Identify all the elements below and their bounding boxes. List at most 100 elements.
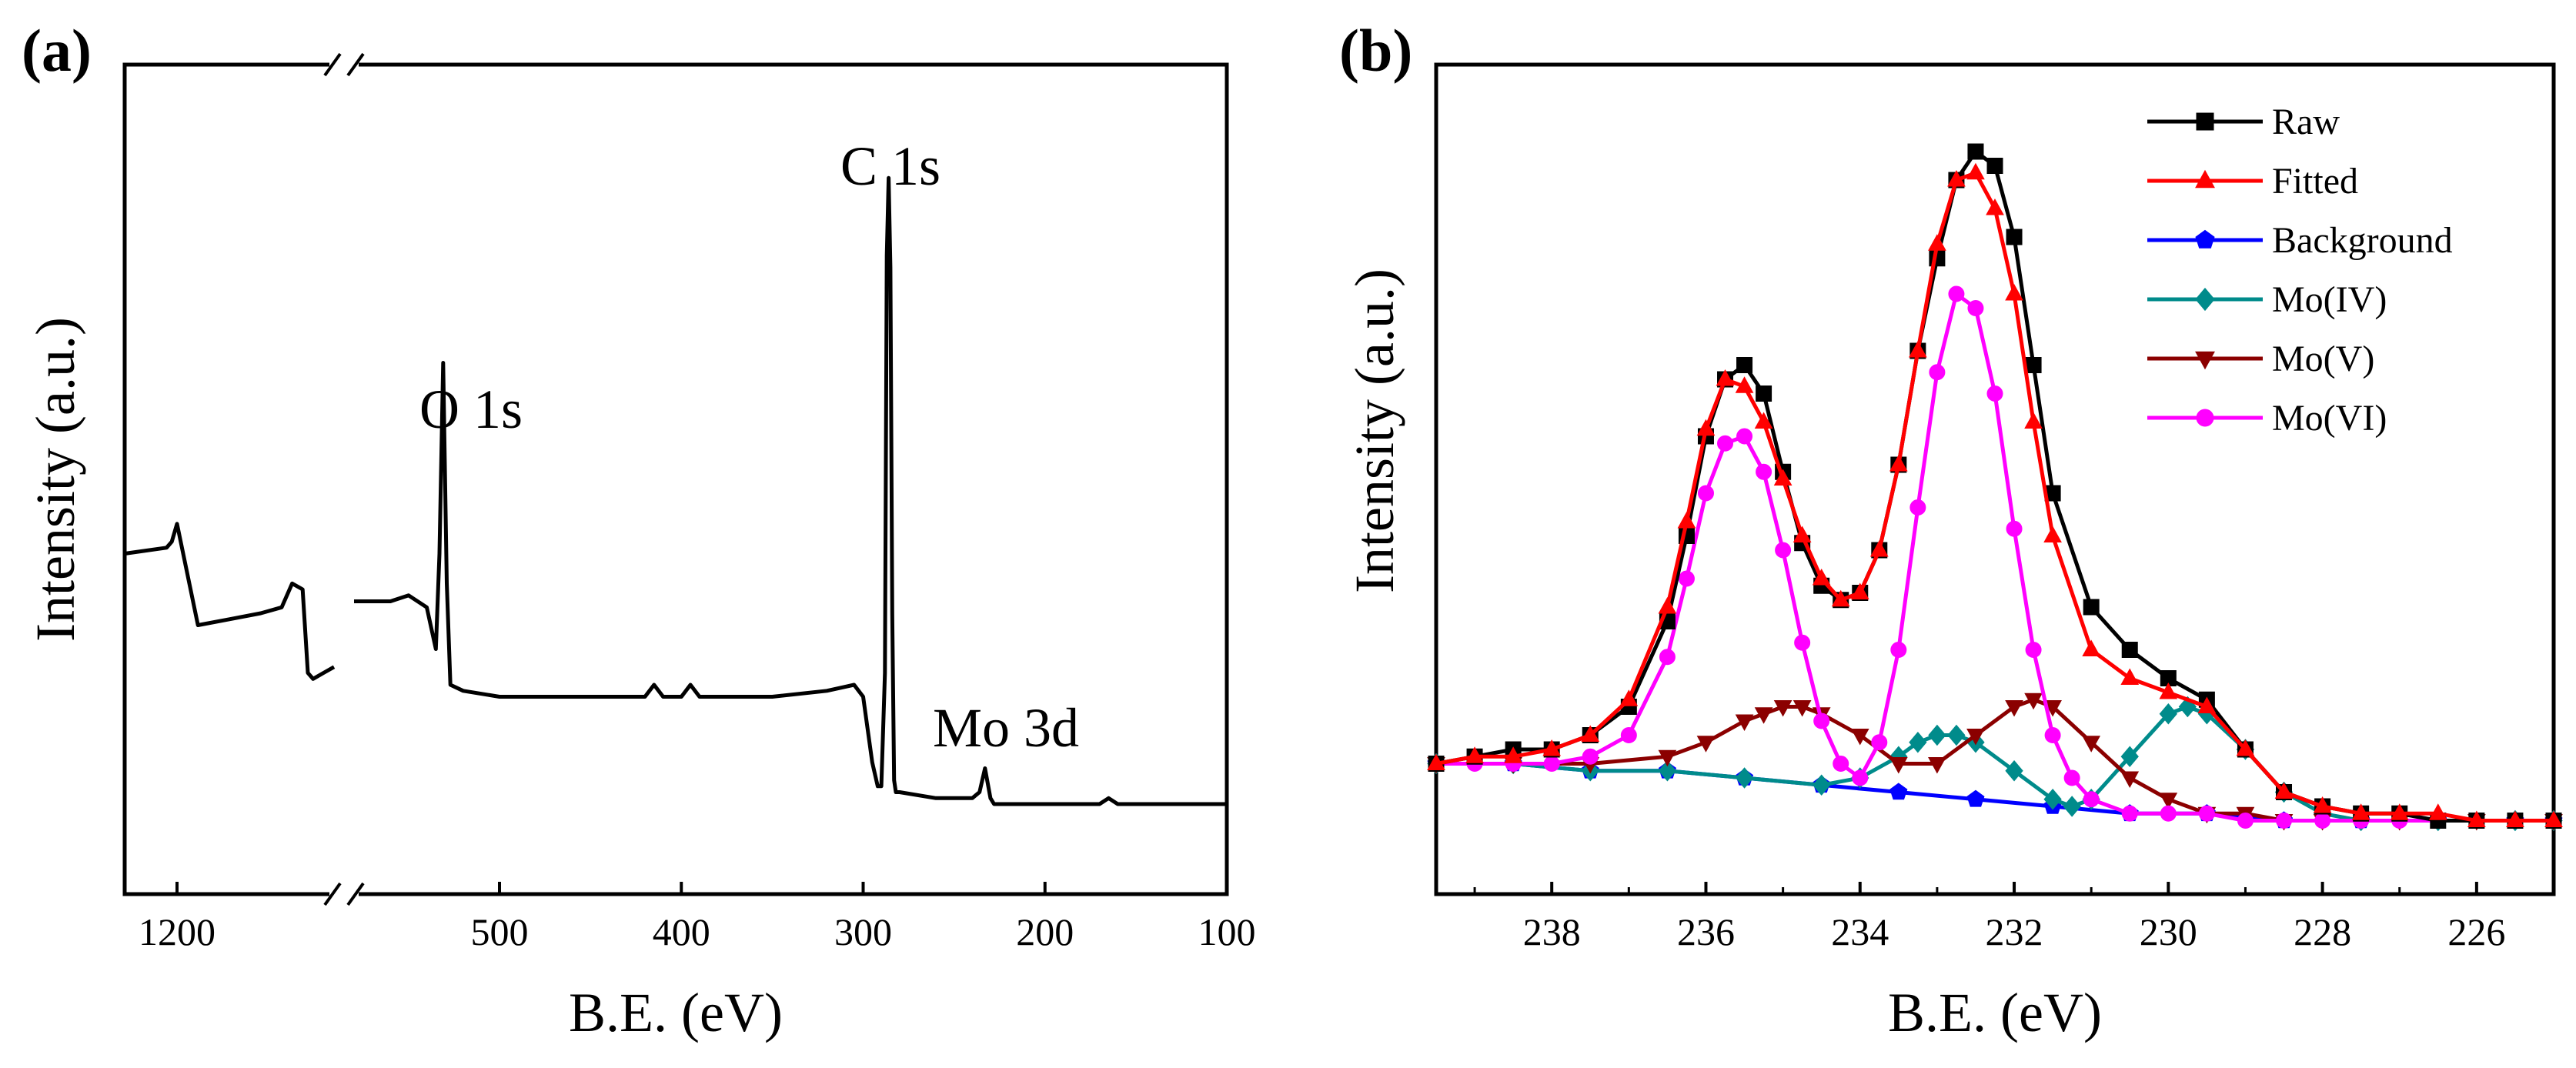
data-point-fitted (2428, 803, 2447, 820)
data-point-mo-iv (2043, 788, 2062, 810)
data-point-raw (1736, 357, 1753, 373)
data-point-fitted (1889, 454, 1908, 472)
data-point-mo-vi (1620, 727, 1637, 743)
data-point-raw (2083, 599, 2100, 616)
survey-line-segment-0 (124, 522, 336, 681)
data-point-mo-vi (2314, 813, 2331, 829)
data-point-mo-v (1696, 736, 1716, 753)
data-point-mo-vi (1852, 769, 1869, 786)
data-point-mo-vi (2276, 813, 2293, 829)
data-point-fitted (1619, 689, 1639, 706)
data-point-mo-vi (1890, 642, 1907, 658)
data-point-mo-v (2159, 793, 2178, 809)
data-point-mo-iv (1735, 767, 1754, 789)
data-point-mo-vi (2121, 805, 2138, 822)
data-point-mo-vi (1717, 435, 1734, 452)
legend-marker-mo-v (2195, 351, 2215, 370)
data-point-mo-v (2120, 771, 2140, 789)
data-point-fitted (1928, 234, 1946, 251)
panel-b-plot-area (1427, 143, 2563, 832)
data-point-mo-v (1928, 757, 1946, 774)
panel-b-tick-label: 236 (1677, 910, 1735, 953)
data-point-mo-v (2082, 736, 2101, 753)
series-line-mo-vi (1436, 292, 2554, 823)
data-point-mo-vi (1697, 485, 1714, 502)
data-point-mo-vi (2237, 813, 2254, 829)
data-point-fitted (2024, 412, 2043, 429)
data-point-mo-vi (1775, 542, 1792, 559)
data-point-fitted (1465, 746, 1484, 763)
data-point-fitted (1504, 746, 1522, 763)
data-point-mo-iv (1813, 774, 1831, 796)
data-point-mo-vi (1659, 649, 1676, 666)
peak-label-mo3d: Mo 3d (933, 697, 1079, 759)
data-point-mo-vi (1678, 570, 1695, 587)
panel-a: (a) 1200 500 400 300 200 100 O 1s C 1s Mo 3d … (22, 17, 1256, 1043)
legend-item-mo-vi: Mo(VI) (2147, 398, 2387, 439)
panel-a-tick-label: 1200 (139, 910, 216, 953)
data-point-mo-vi (1948, 285, 1965, 302)
data-point-mo-vi (2063, 769, 2080, 786)
data-point-fitted (2506, 810, 2524, 827)
data-point-mo-iv (1658, 759, 1677, 782)
data-point-mo-v (1889, 757, 1908, 774)
axis-break-mark (323, 882, 342, 906)
data-point-fitted (1812, 568, 1831, 586)
data-point-raw (1756, 385, 1772, 402)
data-point-mo-vi (1543, 756, 1560, 772)
legend-marker-background (2195, 229, 2215, 249)
data-point-mo-v (2024, 693, 2043, 710)
panel-a-label: (a) (22, 17, 92, 84)
panel-a-y-axis-title: Intensity (a.u.) (25, 317, 86, 642)
data-point-raw (2121, 642, 2138, 658)
data-point-raw (2006, 229, 2023, 245)
data-point-mo-vi (1986, 385, 2003, 402)
panel-a-tick-label: 300 (834, 910, 892, 953)
data-point-mo-iv (1909, 731, 1927, 753)
legend-item-mo-v: Mo(V) (2147, 339, 2374, 379)
data-point-fitted (1793, 526, 1812, 542)
data-point-mo-v (2005, 700, 2023, 717)
panel-b-tick-label: 226 (2447, 910, 2505, 953)
panel-a-x-ticks: 1200 500 400 300 200 100 (139, 882, 1256, 953)
data-point-mo-vi (1756, 463, 1772, 480)
panel-a-tick-label: 200 (1016, 910, 1074, 953)
data-point-mo-iv (1928, 724, 1946, 746)
panel-b-frame (1434, 62, 2556, 896)
data-point-mo-iv (1947, 724, 1966, 746)
data-point-fitted (1850, 582, 1869, 599)
data-point-mo-vi (1909, 499, 1926, 516)
data-point-fitted (2043, 526, 2062, 542)
axis-break-mark (323, 52, 342, 77)
survey-line-segment-1 (354, 175, 1227, 806)
panel-a-frame (122, 62, 1229, 896)
peak-label-o1s: O 1s (419, 379, 523, 440)
data-point-mo-v (1735, 714, 1754, 732)
data-point-mo-iv (2063, 796, 2081, 817)
data-point-fitted (1427, 753, 1445, 770)
data-point-mo-vi (2198, 805, 2215, 822)
panel-b-legend: Raw Fitted Background Mo(IV) Mo(V) Mo(VI) (2147, 102, 2453, 439)
panel-b-x-axis-title: B.E. (eV) (1888, 982, 2102, 1043)
data-point-mo-vi (1871, 734, 1888, 751)
panel-b-label: (b) (1339, 17, 1412, 84)
legend-item-fitted: Fitted (2147, 161, 2358, 202)
data-point-fitted (1869, 539, 1889, 557)
data-point-fitted (2544, 810, 2563, 827)
legend-marker-fitted (2195, 169, 2215, 189)
legend-label-mo-iv: Mo(IV) (2272, 279, 2387, 320)
data-point-fitted (1581, 725, 1600, 742)
panel-a-tick-label: 100 (1198, 910, 1256, 953)
panel-a-axis-break (323, 52, 365, 906)
peak-label-c1s: C 1s (840, 135, 941, 197)
data-point-fitted (2351, 803, 2371, 820)
data-point-fitted (2005, 283, 2023, 301)
data-point-mo-vi (1736, 428, 1753, 445)
data-point-mo-v (1773, 700, 1793, 717)
legend-label-background: Background (2272, 220, 2453, 261)
data-point-mo-vi (1582, 748, 1599, 765)
legend-label-mo-vi: Mo(VI) (2272, 398, 2387, 439)
series-line-fitted (1435, 171, 2554, 823)
series-fitted (1427, 162, 2563, 827)
legend-item-raw: Raw (2147, 102, 2340, 142)
